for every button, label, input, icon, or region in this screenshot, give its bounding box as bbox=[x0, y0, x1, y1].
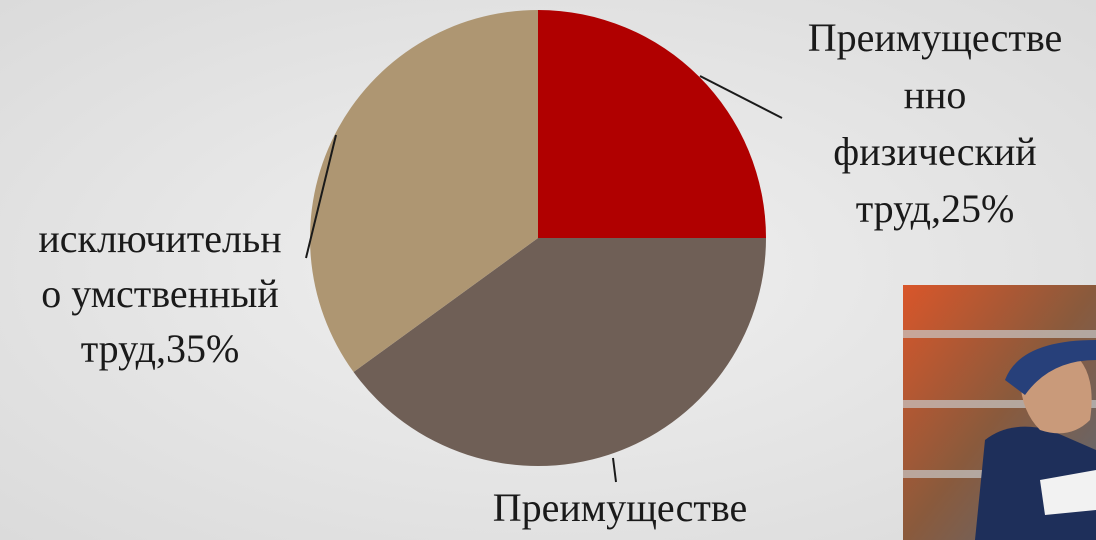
data-label-line: физический bbox=[833, 129, 1036, 174]
data-label-line: труд,35% bbox=[81, 326, 240, 371]
data-label-line: нно bbox=[904, 72, 967, 117]
data-label-line: труд,25% bbox=[856, 186, 1015, 231]
photo bbox=[903, 285, 1096, 540]
data-label-line: исключительн bbox=[38, 216, 281, 261]
data-label-line: Преимуществе bbox=[808, 15, 1063, 60]
data-label-line: Преимуществе bbox=[493, 485, 748, 530]
chart: Преимуществе нно физический труд,25% Преимущ… bbox=[0, 0, 1096, 540]
page: Преимуществе нно физический труд,25% Преимущ… bbox=[0, 0, 1096, 540]
pie bbox=[310, 10, 766, 466]
data-label-line: о умственный bbox=[41, 271, 279, 316]
data-label: Преимуществе bbox=[493, 485, 748, 530]
